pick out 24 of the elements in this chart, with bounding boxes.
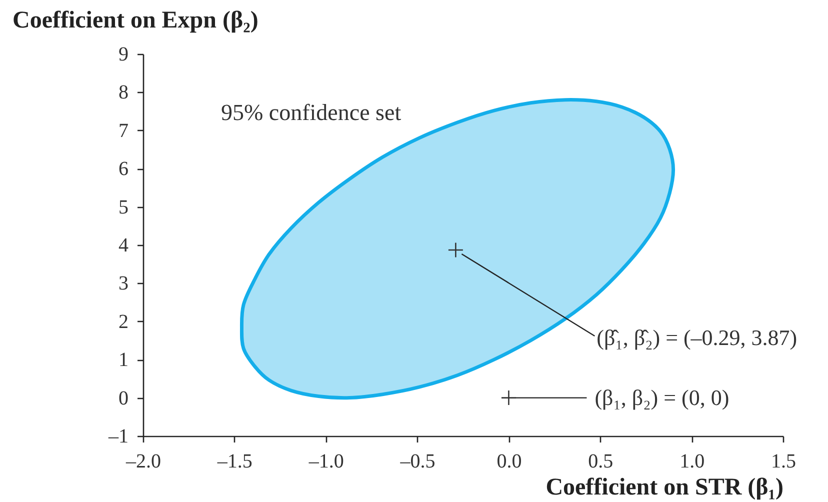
y-tick-label: 1 bbox=[118, 349, 128, 372]
x-tick-label: –2.0 bbox=[125, 450, 161, 472]
y-tick-label: 2 bbox=[118, 310, 128, 333]
y-tick-label: 5 bbox=[118, 196, 128, 218]
y-tick-label: 6 bbox=[118, 158, 128, 180]
y-tick-label: –1 bbox=[108, 426, 128, 448]
x-axis-title: Coefficient on STR (β₁) bbox=[546, 474, 784, 500]
annotation: (β₁, β₂) = (0, 0) bbox=[594, 384, 730, 410]
x-tick-label: 1.5 bbox=[771, 450, 796, 472]
y-tick-label: 7 bbox=[118, 120, 128, 142]
x-tick-label: –1.0 bbox=[308, 450, 344, 472]
y-tick-label: 8 bbox=[118, 82, 128, 104]
x-tick-label: 0.5 bbox=[588, 450, 614, 472]
y-tick-label: 0 bbox=[118, 387, 128, 410]
x-tick-label: 1.0 bbox=[680, 450, 705, 472]
annotation: 95% confidence set bbox=[221, 100, 402, 125]
y-axis-title: Coefficient on Expn (β₂) bbox=[12, 8, 258, 34]
annotation: (β̂₁, β̂₂) = (–0.29, 3.87) bbox=[596, 324, 798, 350]
x-tick-label: –1.5 bbox=[216, 450, 252, 472]
y-tick-label: 4 bbox=[118, 234, 128, 256]
x-tick-label: 0.0 bbox=[496, 450, 522, 472]
y-tick-label: 9 bbox=[118, 44, 128, 66]
x-tick-label: –0.5 bbox=[399, 450, 436, 472]
y-tick-label: 3 bbox=[118, 272, 128, 295]
